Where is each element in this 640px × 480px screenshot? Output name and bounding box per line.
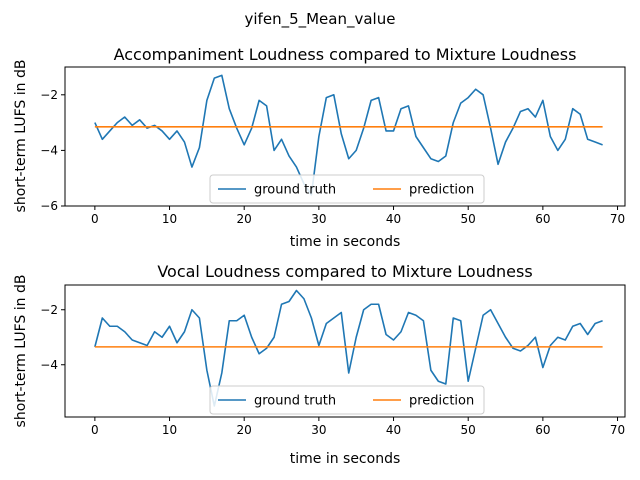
vocal-legend-box	[209, 385, 485, 415]
accompaniment-legend: ground truth prediction	[209, 174, 485, 204]
vocal-plot-frame	[64, 284, 626, 418]
vocal-x-axis-label: time in seconds	[290, 451, 401, 467]
vocal-x-tick-label: 10	[162, 423, 177, 437]
accompaniment-x-tick-label: 0	[91, 212, 99, 226]
accompaniment-x-tick-label: 70	[610, 212, 625, 226]
accompaniment-x-tick-label: 10	[162, 212, 177, 226]
vocal-legend-label-ground-truth: ground truth	[254, 394, 336, 409]
vocal-x-tick-label: 30	[311, 423, 326, 437]
accompaniment-chart: Accompaniment Loudness compared to Mixtu…	[13, 45, 626, 250]
accompaniment-x-tick-label: 60	[535, 212, 550, 226]
accompaniment-x-tick-label: 20	[237, 212, 252, 226]
vocal-x-tick-label: 60	[535, 423, 550, 437]
vocal-x-tick-label: 50	[461, 423, 476, 437]
accompaniment-chart-title: Accompaniment Loudness compared to Mixtu…	[114, 45, 577, 64]
vocal-x-tick-label: 0	[91, 423, 99, 437]
vocal-x-tick-label: 70	[610, 423, 625, 437]
accompaniment-x-tick-label: 40	[386, 212, 401, 226]
accompaniment-x-axis-label: time in seconds	[290, 234, 401, 250]
vocal-chart: Vocal Loudness compared to Mixture Loudn…	[13, 262, 626, 467]
figure-suptitle: yifen_5_Mean_value	[245, 10, 396, 29]
vocal-y-tick-label: −2	[40, 303, 58, 317]
vocal-x-tick-label: 20	[237, 423, 252, 437]
vocal-y-tick-label: −4	[40, 358, 58, 372]
accompaniment-y-tick-label: −6	[40, 199, 58, 213]
accompaniment-y-tick-label: −2	[40, 88, 58, 102]
vocal-series-ground-truth-line	[94, 289, 603, 407]
accompaniment-y-tick-label: −4	[40, 143, 58, 157]
accompaniment-x-tick-label: 50	[461, 212, 476, 226]
vocal-x-tick-label: 40	[386, 423, 401, 437]
accompaniment-legend-label-ground-truth: ground truth	[254, 183, 336, 198]
accompaniment-plot-frame	[64, 66, 626, 207]
accompaniment-legend-box	[209, 174, 485, 204]
accompaniment-x-tick-label: 30	[311, 212, 326, 226]
vocal-y-axis-label: short-term LUFS in dB	[13, 275, 29, 428]
accompaniment-legend-label-prediction: prediction	[409, 183, 474, 198]
vocal-legend-label-prediction: prediction	[409, 394, 474, 409]
vocal-chart-title: Vocal Loudness compared to Mixture Loudn…	[157, 262, 532, 281]
accompaniment-y-axis-label: short-term LUFS in dB	[13, 60, 29, 213]
accompaniment-series-ground-truth-line	[94, 74, 603, 196]
vocal-legend: ground truth prediction	[209, 385, 485, 415]
